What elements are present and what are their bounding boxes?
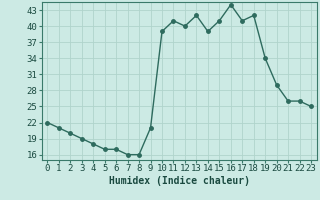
X-axis label: Humidex (Indice chaleur): Humidex (Indice chaleur) [109,176,250,186]
